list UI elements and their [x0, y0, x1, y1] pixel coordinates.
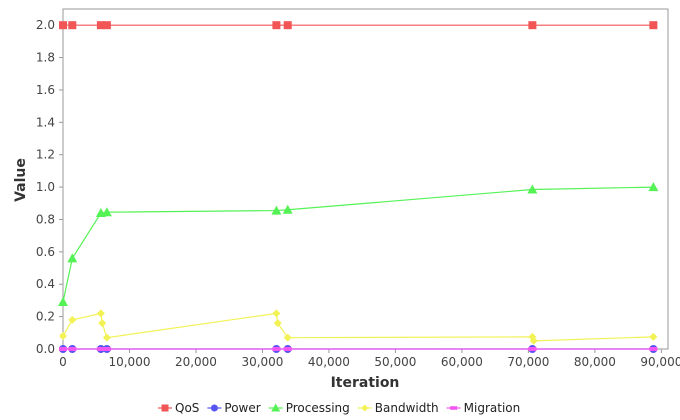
data-point-qos: [102, 21, 111, 30]
data-point-bandwidth: [272, 309, 281, 318]
y-axis-ticks: 0.0 0.2 0.4 0.6 0.8 1.0 1.2 1.4 1.6 1.8 2.0: [36, 18, 63, 356]
x-tick-label: 70,000: [507, 355, 549, 369]
x-axis-label: Iteration: [331, 375, 400, 391]
data-point-processing: [101, 207, 112, 217]
data-point-migration: [649, 347, 658, 351]
y-tick-label: 0.8: [36, 212, 55, 226]
x-tick-label: 80,000: [574, 355, 616, 369]
data-point-processing: [58, 297, 68, 307]
data-point-qos: [528, 21, 537, 30]
data-point-bandwidth: [649, 332, 658, 341]
y-tick-label: 0.0: [36, 342, 55, 356]
data-point-bandwidth: [529, 336, 538, 345]
data-point-bandwidth: [283, 333, 292, 342]
data-point-processing: [648, 182, 659, 192]
data-point-bandwidth: [273, 319, 282, 328]
data-point-migration: [102, 347, 111, 351]
legend-item-power: Power: [207, 401, 261, 415]
y-tick-label: 1.4: [36, 115, 55, 129]
y-tick-label: 1.6: [36, 83, 55, 97]
data-point-bandwidth: [68, 315, 77, 324]
x-tick-label: 50,000: [374, 355, 416, 369]
x-tick-label: 0: [59, 355, 67, 369]
y-tick-label: 1.8: [36, 51, 55, 65]
series-qos: [59, 21, 658, 30]
data-point-bandwidth: [59, 332, 67, 341]
series-line-processing: [62, 186, 654, 303]
data-point-migration: [68, 347, 77, 351]
plot-area: [62, 8, 669, 350]
data-point-processing: [282, 204, 293, 214]
data-point-migration: [283, 347, 292, 351]
legend-label: Processing: [286, 401, 350, 415]
data-point-qos: [649, 21, 658, 30]
x-tick-label: 60,000: [441, 355, 483, 369]
data-point-qos: [68, 21, 77, 30]
x-tick-label: 30,000: [241, 355, 283, 369]
y-tick-label: 0.6: [36, 245, 55, 259]
legend-marker-processing: [271, 403, 281, 412]
y-tick-label: 0.4: [36, 277, 55, 291]
data-point-bandwidth: [98, 319, 107, 328]
legend-label: Migration: [464, 401, 521, 415]
legend-label: QoS: [175, 401, 199, 415]
data-point-processing: [67, 253, 78, 263]
series-processing: [58, 182, 659, 307]
series-migration: [59, 347, 658, 351]
x-tick-label: 10,000: [108, 355, 150, 369]
legend-label: Power: [224, 401, 260, 415]
data-point-migration: [96, 347, 105, 351]
data-point-qos: [96, 21, 105, 30]
series-bandwidth: [59, 309, 658, 345]
y-tick-label: 0.2: [36, 310, 55, 324]
legend-marker-power: [210, 404, 218, 412]
series-layer: [58, 21, 659, 353]
x-tick-label: 40,000: [308, 355, 350, 369]
legend-label: Bandwidth: [375, 401, 439, 415]
legend-item-qos: QoS: [158, 401, 199, 415]
data-point-bandwidth: [96, 309, 105, 318]
data-point-migration: [272, 347, 281, 351]
data-point-processing: [527, 184, 538, 194]
data-point-migration: [59, 347, 67, 351]
y-tick-label: 1.2: [36, 148, 55, 162]
data-point-qos: [272, 21, 281, 30]
data-point-qos: [59, 21, 67, 30]
data-point-qos: [283, 21, 292, 30]
data-point-processing: [271, 205, 282, 215]
legend-item-processing: Processing: [268, 401, 350, 415]
x-tick-label: 20,000: [175, 355, 217, 369]
data-point-bandwidth: [102, 333, 111, 342]
legend-item-migration: Migration: [446, 401, 521, 415]
data-point-migration: [528, 347, 537, 351]
y-axis-label: Value: [13, 158, 29, 202]
x-tick-label: 90,000: [640, 355, 680, 369]
legend-marker-migration: [450, 406, 458, 410]
legend-marker-bandwidth: [361, 404, 369, 412]
y-tick-label: 1.0: [36, 180, 55, 194]
legend-marker-qos: [161, 404, 169, 412]
legend-item-bandwidth: Bandwidth: [357, 401, 439, 415]
x-axis-ticks: 0 10,000 20,000 30,000 40,000 50,000 60,000 70,…: [59, 349, 680, 369]
legend: QoS Power Processing Bandwidth Migration: [158, 401, 520, 415]
y-tick-label: 2.0: [36, 18, 55, 32]
